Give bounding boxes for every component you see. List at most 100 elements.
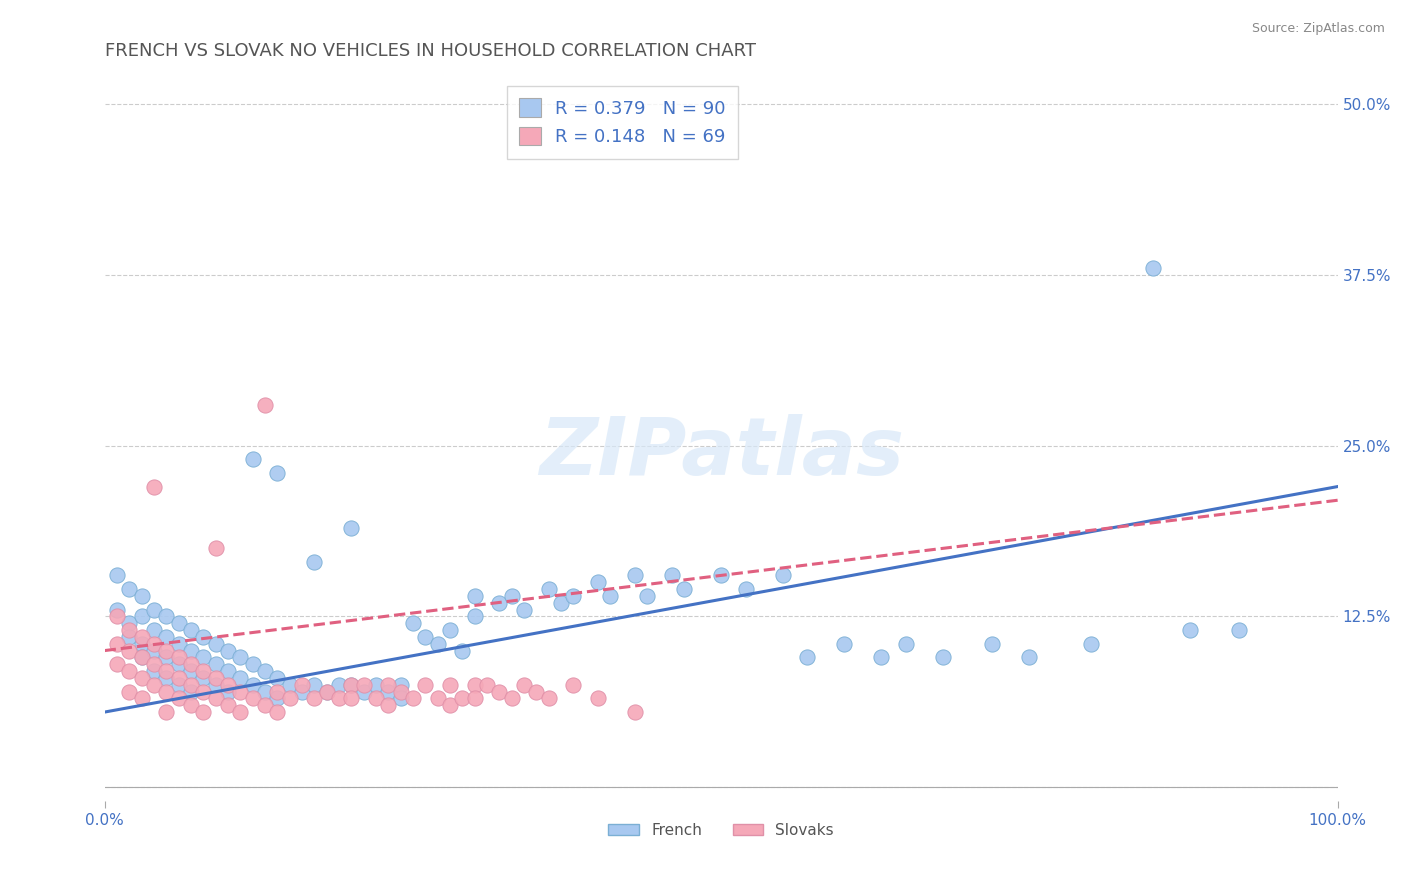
Point — [118, 684, 141, 698]
Point — [488, 684, 510, 698]
Point — [193, 684, 215, 698]
Point — [143, 602, 166, 616]
Point — [451, 643, 474, 657]
Point — [193, 705, 215, 719]
Point — [1080, 637, 1102, 651]
Point — [488, 596, 510, 610]
Point — [180, 657, 202, 672]
Point — [464, 609, 486, 624]
Point — [413, 678, 436, 692]
Point — [167, 691, 190, 706]
Point — [413, 630, 436, 644]
Point — [155, 643, 177, 657]
Legend: French, Slovaks: French, Slovaks — [602, 817, 839, 844]
Text: ZIPatlas: ZIPatlas — [538, 414, 904, 492]
Point — [131, 650, 153, 665]
Point — [193, 630, 215, 644]
Text: Source: ZipAtlas.com: Source: ZipAtlas.com — [1251, 22, 1385, 36]
Point — [155, 684, 177, 698]
Point — [217, 643, 239, 657]
Point — [167, 657, 190, 672]
Point — [464, 691, 486, 706]
Point — [105, 637, 128, 651]
Point — [734, 582, 756, 596]
Point — [204, 541, 226, 555]
Point — [229, 684, 252, 698]
Point — [229, 671, 252, 685]
Point — [340, 520, 363, 534]
Point — [377, 684, 399, 698]
Point — [143, 664, 166, 678]
Point — [253, 684, 276, 698]
Point — [229, 705, 252, 719]
Point — [673, 582, 696, 596]
Point — [180, 664, 202, 678]
Point — [118, 582, 141, 596]
Point — [118, 643, 141, 657]
Point — [537, 691, 560, 706]
Point — [105, 568, 128, 582]
Point — [242, 452, 264, 467]
Point — [710, 568, 733, 582]
Point — [266, 684, 288, 698]
Point — [426, 691, 449, 706]
Point — [118, 623, 141, 637]
Point — [464, 678, 486, 692]
Point — [624, 568, 647, 582]
Point — [550, 596, 572, 610]
Point — [513, 602, 536, 616]
Point — [131, 691, 153, 706]
Point — [464, 589, 486, 603]
Point — [426, 637, 449, 651]
Point — [131, 589, 153, 603]
Point — [353, 684, 375, 698]
Point — [513, 678, 536, 692]
Point — [193, 664, 215, 678]
Point — [291, 678, 314, 692]
Point — [340, 691, 363, 706]
Point — [204, 678, 226, 692]
Point — [315, 684, 337, 698]
Point — [353, 678, 375, 692]
Point — [155, 609, 177, 624]
Point — [389, 678, 412, 692]
Point — [143, 678, 166, 692]
Point — [155, 630, 177, 644]
Point — [229, 650, 252, 665]
Point — [143, 479, 166, 493]
Point — [340, 678, 363, 692]
Point — [217, 698, 239, 713]
Point — [180, 698, 202, 713]
Point — [143, 623, 166, 637]
Point — [439, 623, 461, 637]
Point — [131, 630, 153, 644]
Point — [586, 575, 609, 590]
Point — [105, 657, 128, 672]
Point — [143, 643, 166, 657]
Point — [328, 691, 350, 706]
Point — [1227, 623, 1250, 637]
Point — [1018, 650, 1040, 665]
Point — [204, 637, 226, 651]
Point — [242, 691, 264, 706]
Point — [932, 650, 955, 665]
Point — [193, 650, 215, 665]
Point — [253, 398, 276, 412]
Point — [167, 650, 190, 665]
Point — [155, 671, 177, 685]
Point — [217, 678, 239, 692]
Point — [537, 582, 560, 596]
Point — [1178, 623, 1201, 637]
Point — [364, 678, 387, 692]
Point — [834, 637, 856, 651]
Point — [636, 589, 658, 603]
Point — [131, 637, 153, 651]
Point — [439, 698, 461, 713]
Point — [143, 657, 166, 672]
Point — [981, 637, 1004, 651]
Point — [118, 630, 141, 644]
Point — [278, 678, 301, 692]
Point — [155, 650, 177, 665]
Point — [242, 657, 264, 672]
Point — [204, 691, 226, 706]
